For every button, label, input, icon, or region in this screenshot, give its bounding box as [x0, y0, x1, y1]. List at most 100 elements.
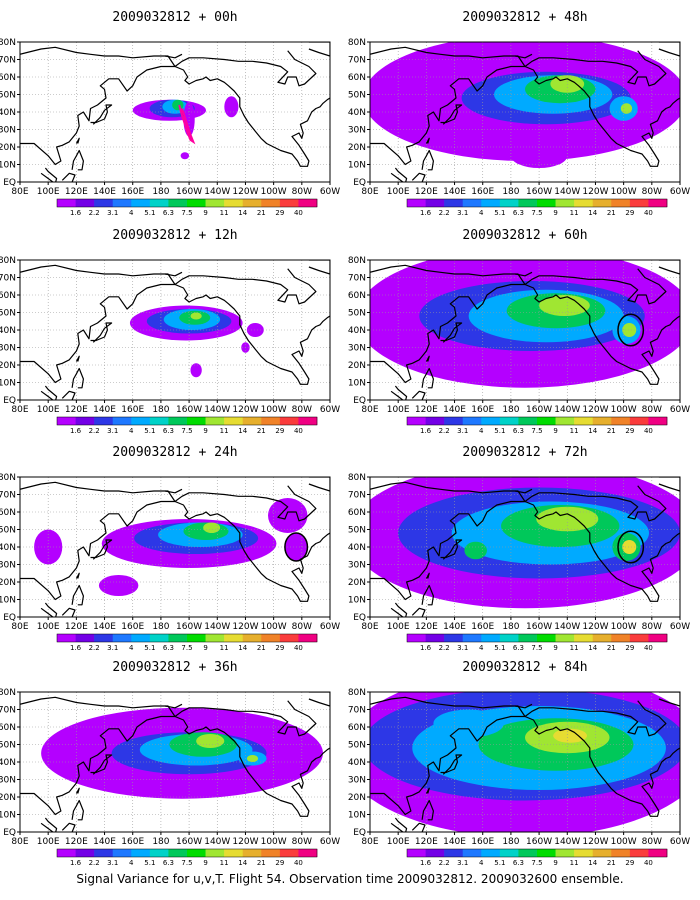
coastline	[421, 149, 434, 171]
y-tick-label: EQ	[3, 613, 16, 623]
x-tick-label: 140E	[93, 622, 116, 632]
colorbar-swatch	[537, 634, 556, 642]
colorbar-label: 21	[257, 427, 266, 435]
x-tick-label: 120E	[65, 187, 88, 197]
coastline	[524, 715, 680, 817]
coastline	[174, 268, 317, 305]
colorbar-label: 40	[294, 644, 303, 652]
colorbar-label: 9	[553, 644, 557, 652]
colorbar-swatch	[131, 849, 151, 857]
coastline	[411, 822, 426, 832]
coastline	[421, 799, 434, 821]
coastline	[75, 137, 80, 144]
colorbar-swatch	[444, 634, 464, 642]
x-tick-label: 80E	[361, 405, 378, 415]
x-tick-label: 140E	[443, 837, 466, 847]
x-tick-label: 140E	[93, 187, 116, 197]
y-tick-label: 60N	[348, 291, 366, 301]
coastline	[524, 500, 680, 602]
colorbar-label: 7.5	[531, 427, 542, 435]
colorbar-swatch	[261, 199, 281, 207]
colorbar-label: 7.5	[181, 427, 192, 435]
x-tick-label: 120W	[232, 837, 258, 847]
colorbar-label: 4	[129, 427, 134, 435]
x-tick-label: 100W	[261, 622, 287, 632]
y-tick-label: 60N	[0, 73, 16, 83]
coastline	[20, 696, 176, 816]
colorbar-frame	[406, 633, 668, 643]
x-tick-label: 140E	[93, 837, 116, 847]
coastline	[411, 607, 426, 617]
coastline	[425, 572, 430, 579]
coastline	[425, 355, 430, 362]
colorbar-swatch	[298, 199, 318, 207]
colorbar-swatch	[648, 849, 668, 857]
colorbar-label: 2.2	[89, 427, 100, 435]
x-tick-label: 140E	[443, 405, 466, 415]
coastline	[90, 104, 113, 125]
x-tick-label: 100W	[611, 837, 637, 847]
colorbar-label: 1.6	[70, 427, 82, 435]
x-tick-label: 140E	[443, 622, 466, 632]
x-tick-label: 120E	[65, 405, 88, 415]
colorbar-label: 3.1	[457, 644, 468, 652]
coastline	[71, 584, 85, 606]
colorbar-label: 3.1	[107, 209, 118, 217]
colorbar-swatch	[75, 417, 95, 425]
colorbar-swatch	[298, 417, 318, 425]
variance-contour	[622, 540, 637, 554]
y-tick-label: 50N	[0, 91, 16, 101]
y-tick-label: EQ	[353, 396, 366, 406]
x-tick-label: 140W	[554, 837, 580, 847]
y-tick-label: 30N	[348, 561, 366, 571]
y-tick-label: 40N	[0, 326, 16, 336]
panel-title: 2009032812 + 60h	[462, 228, 587, 243]
colorbar-swatch	[242, 634, 262, 642]
y-tick-label: 20N	[348, 143, 366, 153]
variance-field	[370, 477, 680, 617]
coastline	[524, 283, 680, 385]
coastline	[658, 260, 680, 275]
x-tick-label: 140E	[93, 405, 116, 415]
x-tick-label: 140E	[443, 187, 466, 197]
x-tick-label: 80W	[292, 187, 312, 197]
coastline	[164, 488, 183, 494]
coastline	[390, 602, 408, 617]
colorbar-label: 5.1	[144, 859, 155, 867]
x-tick-label: 140W	[554, 405, 580, 415]
colorbar-swatch	[425, 634, 445, 642]
colorbar-swatch	[425, 199, 445, 207]
variance-contour	[508, 361, 571, 386]
colorbar-label: 1.6	[420, 427, 432, 435]
colorbar-swatch	[648, 417, 668, 425]
y-tick-label: EQ	[353, 178, 366, 188]
flight-track	[178, 104, 196, 145]
x-tick-label: 120W	[232, 405, 258, 415]
y-tick-label: 50N	[0, 526, 16, 536]
colorbar-label: 14	[238, 644, 247, 652]
x-tick-label: 160W	[176, 405, 202, 415]
colorbar-swatch	[518, 634, 538, 642]
colorbar-label: 21	[257, 644, 266, 652]
colorbar-swatch	[574, 634, 594, 642]
colorbar-swatch	[611, 199, 631, 207]
colorbar-swatch	[205, 849, 225, 857]
coastline	[451, 831, 453, 832]
colorbar-swatch	[149, 199, 169, 207]
colorbar-label: 7.5	[181, 209, 192, 217]
colorbar-label: 6.3	[163, 427, 174, 435]
coastline	[174, 283, 330, 385]
colorbar-label: 21	[607, 427, 616, 435]
y-tick-label: 20N	[0, 793, 16, 803]
x-tick-label: 100E	[37, 837, 60, 847]
colorbar-label: 14	[588, 209, 597, 217]
coastline	[308, 692, 330, 707]
colorbar-label: 40	[644, 644, 653, 652]
colorbar-label: 40	[294, 859, 303, 867]
colorbar-label: 5.1	[144, 644, 155, 652]
colorbar-label: 21	[607, 209, 616, 217]
x-tick-label: 120E	[415, 405, 438, 415]
map-panel: 2009032812 + 00h 80E 100E 120E 140E 160E 180 16…	[0, 10, 340, 217]
colorbar-label: 2.2	[89, 209, 100, 217]
colorbar-frame	[56, 198, 318, 208]
